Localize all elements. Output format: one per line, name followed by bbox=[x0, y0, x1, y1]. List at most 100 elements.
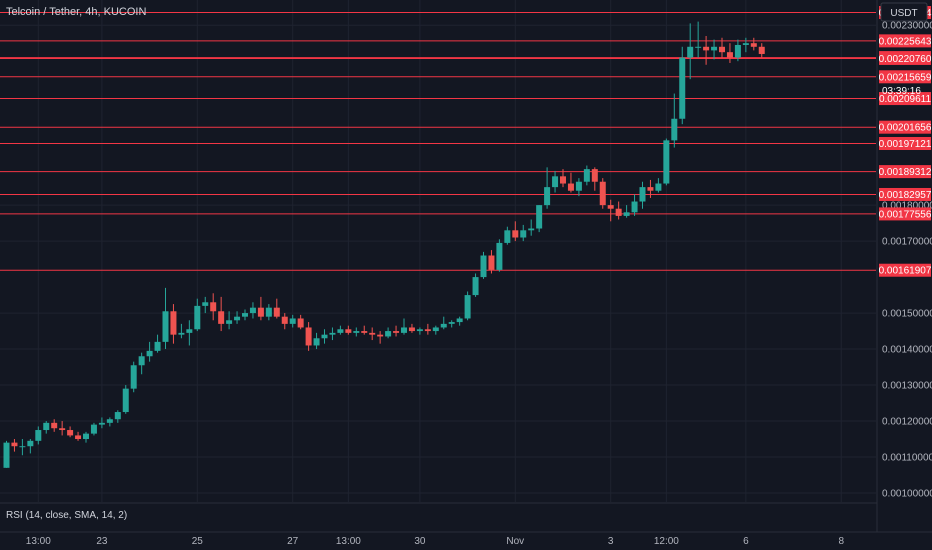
candle bbox=[408, 323, 415, 333]
candle-body bbox=[273, 307, 280, 317]
candle bbox=[154, 334, 161, 353]
candle bbox=[19, 439, 26, 456]
candle bbox=[106, 417, 113, 427]
candle bbox=[742, 37, 749, 53]
candle-body bbox=[639, 187, 646, 202]
candle-body bbox=[719, 46, 725, 53]
candle bbox=[281, 313, 288, 330]
candle bbox=[647, 179, 654, 198]
time-tick-label: 8 bbox=[838, 536, 844, 547]
candle-body bbox=[703, 46, 710, 51]
candle-body bbox=[51, 422, 58, 429]
candle bbox=[210, 293, 217, 321]
candle bbox=[321, 329, 328, 344]
candle bbox=[560, 169, 566, 188]
time-tick-label: 6 bbox=[743, 536, 749, 547]
candle bbox=[75, 431, 82, 441]
candle-body bbox=[146, 350, 153, 357]
candle-body bbox=[313, 338, 320, 346]
candle bbox=[703, 35, 710, 65]
candle-body bbox=[456, 318, 463, 323]
candle-body bbox=[242, 313, 248, 317]
level-price-tag bbox=[879, 165, 931, 179]
level-price-tag bbox=[879, 34, 931, 48]
candle-body bbox=[758, 46, 765, 54]
candle bbox=[393, 325, 400, 337]
candle bbox=[416, 327, 423, 335]
candle bbox=[249, 302, 256, 319]
candle-body bbox=[162, 311, 169, 342]
currency-button[interactable]: USDT bbox=[880, 2, 928, 22]
candle bbox=[337, 325, 344, 335]
candle-body bbox=[218, 311, 225, 324]
time-tick-label: 12:00 bbox=[654, 536, 679, 547]
candle-body bbox=[750, 43, 757, 47]
candle bbox=[631, 194, 638, 216]
price-axis-ticks: 0.00100000 0.00110000 0.00120000 0.00130000… bbox=[882, 21, 932, 500]
candle-body bbox=[512, 230, 519, 238]
candle bbox=[11, 439, 18, 452]
candle bbox=[440, 316, 447, 330]
candle-body bbox=[249, 307, 256, 314]
candle-body bbox=[361, 331, 368, 333]
candle-body bbox=[178, 332, 185, 335]
level-price-tag bbox=[879, 51, 931, 65]
candle-body bbox=[170, 311, 177, 335]
candle bbox=[59, 421, 66, 436]
candles bbox=[3, 21, 765, 468]
candle bbox=[122, 385, 129, 414]
level-price-text: 0.00177556 bbox=[879, 209, 932, 220]
candle bbox=[512, 221, 519, 242]
candle bbox=[432, 325, 439, 335]
candle bbox=[345, 325, 352, 335]
candle bbox=[424, 323, 431, 335]
candle bbox=[289, 314, 296, 328]
candle bbox=[456, 316, 463, 326]
candle bbox=[186, 320, 193, 346]
rsi-indicator-label[interactable]: RSI (14, close, SMA, 14, 2) bbox=[6, 510, 127, 521]
candle-body bbox=[726, 52, 733, 58]
candle bbox=[202, 296, 209, 314]
level-price-tag bbox=[879, 70, 931, 84]
candle-body bbox=[385, 331, 392, 337]
level-price-text: 0.00215659 bbox=[879, 72, 932, 83]
candle bbox=[130, 361, 137, 393]
candle bbox=[655, 178, 662, 193]
candle-body bbox=[234, 316, 241, 321]
candle-body bbox=[567, 183, 574, 191]
candle bbox=[544, 167, 551, 209]
candle bbox=[178, 323, 185, 339]
candle-body bbox=[305, 327, 312, 346]
level-price-tag bbox=[879, 137, 931, 151]
candle-body bbox=[154, 341, 161, 351]
candle bbox=[329, 327, 336, 341]
candle-body bbox=[337, 329, 344, 333]
candle bbox=[464, 291, 471, 321]
candle bbox=[51, 419, 58, 432]
candle-body bbox=[130, 365, 137, 389]
candle-body bbox=[504, 230, 511, 243]
candle-body bbox=[488, 255, 495, 270]
candle bbox=[711, 39, 718, 60]
candle bbox=[385, 327, 392, 339]
candle-body bbox=[59, 428, 66, 431]
candle-body bbox=[393, 331, 400, 333]
candle-body bbox=[90, 424, 97, 434]
candle-body bbox=[3, 442, 10, 468]
candle-body bbox=[615, 208, 622, 216]
candle-body bbox=[647, 187, 654, 191]
candle bbox=[599, 178, 606, 209]
symbol-title[interactable]: Telcoin / Tether, 4h, KUCOIN bbox=[6, 6, 146, 18]
candle bbox=[313, 332, 320, 350]
time-tick-label: 13:00 bbox=[26, 536, 51, 547]
time-tick-label: 13:00 bbox=[336, 536, 361, 547]
candle bbox=[591, 167, 598, 191]
candle bbox=[472, 273, 479, 297]
candle-body bbox=[432, 327, 439, 332]
candle bbox=[234, 311, 241, 324]
candle-body bbox=[226, 320, 233, 324]
currency-label: USDT bbox=[890, 8, 917, 19]
candle-body bbox=[83, 433, 89, 440]
candle-body bbox=[599, 181, 606, 206]
